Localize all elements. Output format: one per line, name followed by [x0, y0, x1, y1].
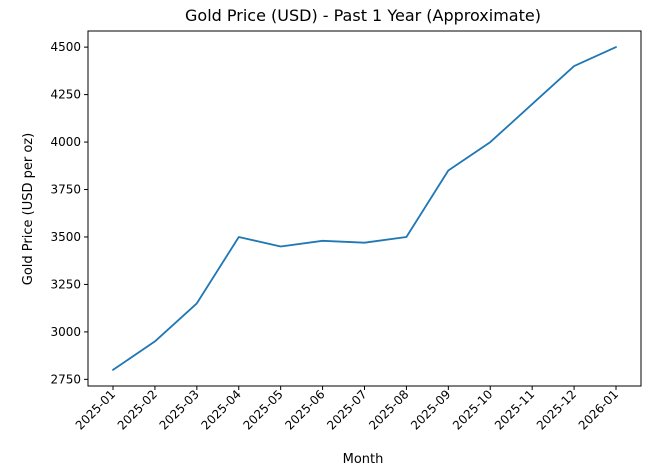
x-tick-label: 2025-05 [240, 387, 285, 432]
y-tick-label: 3000 [50, 325, 81, 339]
data-point [571, 63, 577, 69]
x-tick-label: 2025-10 [450, 387, 495, 432]
series-line [112, 46, 617, 371]
data-point [445, 168, 451, 174]
x-axis-ticks: 2025-012025-022025-032025-042025-052025-… [73, 386, 621, 433]
chart-title: Gold Price (USD) - Past 1 Year (Approxim… [185, 6, 541, 25]
x-tick-label: 2025-12 [534, 387, 579, 432]
x-tick-label: 2025-11 [492, 387, 537, 432]
data-point [403, 234, 409, 240]
series-layer [110, 44, 619, 373]
data-point [613, 44, 619, 50]
y-tick-label: 3750 [50, 183, 81, 197]
x-tick-label: 2025-04 [199, 387, 244, 432]
data-point [110, 367, 116, 373]
y-axis-ticks: 2750 3000 3250 3500 3750 4000 4250 4500 [50, 40, 88, 386]
data-point [487, 139, 493, 145]
y-tick-label: 3500 [50, 230, 81, 244]
y-axis-label: Gold Price (USD per oz) [21, 133, 36, 285]
y-tick-label: 4000 [50, 135, 81, 149]
x-tick-label: 2025-03 [157, 387, 202, 432]
y-tick-label: 2750 [50, 372, 81, 386]
x-tick-label: 2025-01 [73, 387, 118, 432]
data-point [529, 101, 535, 107]
x-tick-label: 2025-09 [408, 387, 453, 432]
data-point [362, 240, 368, 246]
data-point [194, 300, 200, 306]
x-axis-label: Month [343, 452, 384, 467]
x-tick-label: 2025-07 [324, 387, 369, 432]
y-tick-label: 4500 [50, 40, 81, 54]
data-point [320, 238, 326, 244]
x-tick-label: 2025-02 [115, 387, 160, 432]
x-tick-label: 2025-08 [366, 387, 411, 432]
x-tick-label: 2025-06 [282, 387, 327, 432]
x-tick-label: 2026-01 [576, 387, 621, 432]
y-tick-label: 4250 [50, 88, 81, 102]
data-point [152, 338, 158, 344]
plot-frame [87, 30, 642, 387]
data-point [236, 234, 242, 240]
data-point [278, 243, 284, 249]
y-tick-label: 3250 [50, 277, 81, 291]
